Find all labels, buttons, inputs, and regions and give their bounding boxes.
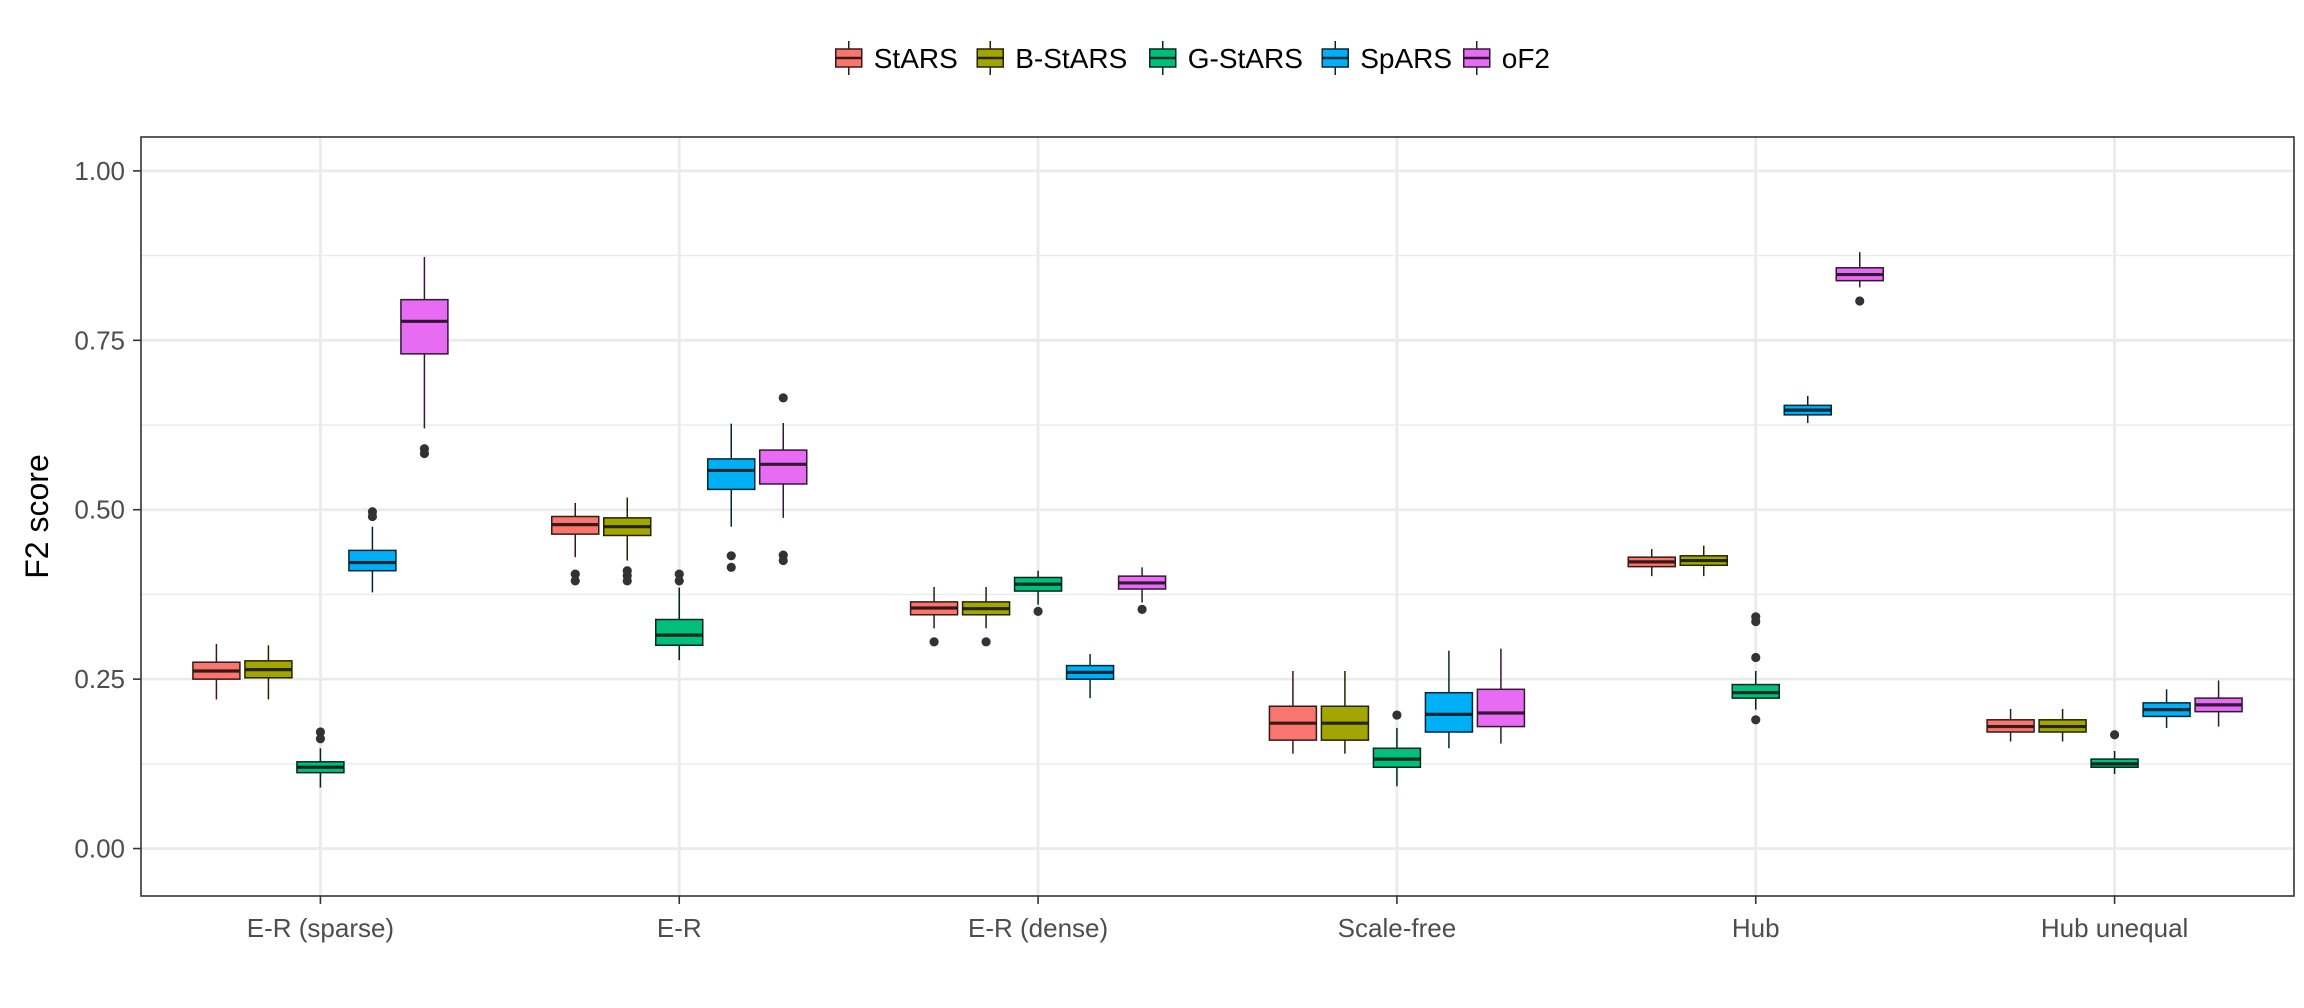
outlier-point bbox=[1751, 715, 1761, 725]
outlier-point bbox=[1033, 606, 1043, 616]
box-B-StARS-1 bbox=[603, 497, 652, 586]
x-tick-label: Hub bbox=[1732, 913, 1780, 943]
box-B-StARS-5 bbox=[2038, 708, 2087, 742]
panel-border bbox=[140, 136, 2295, 897]
y-tick-label: 0.75 bbox=[74, 325, 125, 355]
box-StARS-0 bbox=[192, 643, 241, 700]
outlier-point bbox=[778, 393, 788, 403]
outlier-point bbox=[929, 637, 939, 647]
outlier-point bbox=[2109, 730, 2120, 740]
legend-item-oF2: oF2 bbox=[1463, 41, 1550, 75]
box-G-StARS-5 bbox=[2090, 730, 2139, 775]
box-SpARS-4 bbox=[1783, 395, 1832, 423]
legend-label: B-StARS bbox=[1015, 43, 1127, 74]
x-tick-label: E-R (sparse) bbox=[247, 913, 394, 943]
box-body bbox=[655, 618, 704, 647]
box-G-StARS-1 bbox=[655, 569, 704, 661]
box-body bbox=[400, 298, 449, 355]
boxplots bbox=[192, 252, 2243, 788]
box-G-StARS-4 bbox=[1731, 612, 1780, 725]
box-oF2-3 bbox=[1476, 648, 1526, 744]
box-G-StARS-3 bbox=[1372, 710, 1422, 787]
legend-label: SpARS bbox=[1360, 43, 1452, 74]
x-tick-label: Hub unequal bbox=[2041, 913, 2188, 943]
box-G-StARS-0 bbox=[296, 727, 345, 788]
box-B-StARS-0 bbox=[244, 645, 293, 700]
legend-label: oF2 bbox=[1502, 43, 1550, 74]
x-tick-label: E-R (dense) bbox=[968, 913, 1108, 943]
box-StARS-2 bbox=[909, 586, 959, 647]
outlier-point bbox=[419, 448, 430, 459]
box-body bbox=[707, 458, 756, 491]
box-StARS-4 bbox=[1627, 549, 1676, 577]
outlier-point bbox=[315, 734, 326, 744]
box-SpARS-3 bbox=[1424, 650, 1474, 749]
box-B-StARS-4 bbox=[1679, 545, 1728, 577]
outlier-point bbox=[981, 637, 991, 647]
outlier-point bbox=[315, 727, 326, 737]
box-B-StARS-2 bbox=[961, 586, 1011, 647]
box-body bbox=[1424, 691, 1474, 733]
outlier-point bbox=[726, 551, 736, 561]
x-tick-label: E-R bbox=[657, 913, 702, 943]
box-B-StARS-3 bbox=[1320, 671, 1370, 754]
outlier-point bbox=[1751, 616, 1761, 627]
box-oF2-5 bbox=[2194, 680, 2243, 727]
plot-panel bbox=[140, 136, 2295, 897]
box-StARS-5 bbox=[1986, 708, 2035, 742]
y-tick-label: 1.00 bbox=[74, 156, 125, 186]
x-tick-label: Scale-free bbox=[1338, 913, 1457, 943]
box-oF2-2 bbox=[1117, 567, 1167, 614]
box-oF2-0 bbox=[400, 256, 449, 459]
legend-label: G-StARS bbox=[1188, 43, 1303, 74]
legend-label: StARS bbox=[874, 43, 958, 74]
box-body bbox=[348, 549, 397, 572]
outlier-point bbox=[674, 576, 684, 586]
outlier-point bbox=[1392, 710, 1402, 720]
y-tick-label: 0.00 bbox=[74, 834, 125, 864]
box-oF2-1 bbox=[759, 393, 808, 566]
box-body bbox=[1476, 688, 1526, 728]
outlier-point bbox=[1751, 652, 1761, 663]
box-SpARS-2 bbox=[1065, 654, 1115, 699]
legend-item-B-StARS: B-StARS bbox=[976, 41, 1127, 75]
legend: StARS B-StARS G-StARS SpARS oF2 bbox=[835, 41, 1550, 75]
outlier-point bbox=[726, 562, 736, 572]
y-axis: 0.00 0.25 0.50 0.75 1.00 bbox=[74, 156, 141, 864]
outlier-point bbox=[1855, 296, 1865, 306]
outlier-point bbox=[1137, 604, 1147, 614]
outlier-point bbox=[570, 576, 580, 586]
box-body bbox=[759, 449, 808, 485]
y-tick-label: 0.50 bbox=[74, 495, 125, 525]
legend-item-SpARS: SpARS bbox=[1321, 41, 1452, 75]
x-axis: E-R (sparse) E-R E-R (dense) Scale-free Hub H… bbox=[247, 896, 2188, 943]
y-axis-title: F2 score bbox=[19, 454, 55, 578]
y-tick-label: 0.25 bbox=[74, 664, 125, 694]
outlier-point bbox=[367, 511, 378, 522]
box-G-StARS-2 bbox=[1013, 570, 1063, 616]
box-SpARS-0 bbox=[348, 507, 397, 593]
legend-item-StARS: StARS bbox=[835, 41, 958, 75]
outlier-point bbox=[570, 569, 580, 579]
outlier-point bbox=[674, 569, 684, 579]
box-SpARS-1 bbox=[707, 423, 756, 572]
box-StARS-1 bbox=[551, 502, 600, 586]
legend-item-G-StARS: G-StARS bbox=[1149, 41, 1303, 75]
outlier-point bbox=[622, 576, 632, 586]
box-oF2-4 bbox=[1835, 252, 1884, 306]
box-SpARS-5 bbox=[2142, 689, 2191, 728]
box-StARS-3 bbox=[1268, 671, 1318, 754]
outlier-point bbox=[778, 555, 788, 566]
